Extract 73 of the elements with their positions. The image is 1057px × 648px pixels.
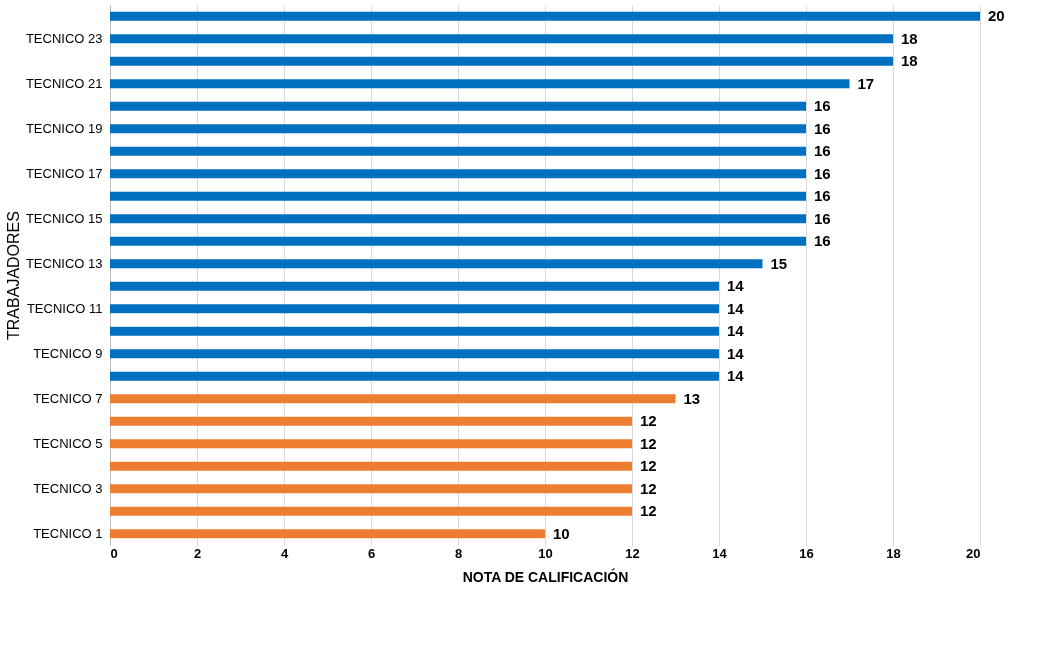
y-tick-label: TECNICO 21 <box>25 75 103 91</box>
bar <box>110 439 632 449</box>
data-label: 12 <box>640 457 657 475</box>
x-tick-label: 14 <box>712 545 728 561</box>
bar <box>110 191 806 201</box>
bar <box>110 394 676 404</box>
bar <box>110 34 893 44</box>
x-tick-label: 8 <box>454 545 463 561</box>
y-tick-label: TECNICO 5 <box>33 435 103 451</box>
bar <box>110 326 719 336</box>
data-label: 16 <box>814 142 831 160</box>
data-label: 12 <box>640 479 657 497</box>
data-label: 14 <box>727 277 745 295</box>
y-tick-label: TECNICO 19 <box>25 120 103 136</box>
bar <box>110 281 719 291</box>
bar <box>110 56 893 66</box>
data-label: 16 <box>814 164 831 182</box>
y-tick-label: TECNICO 1 <box>33 525 103 541</box>
bar <box>110 461 632 471</box>
bar <box>110 101 806 111</box>
data-label: 16 <box>814 209 831 227</box>
data-label: 12 <box>640 412 657 430</box>
x-tick-label: 2 <box>193 545 202 561</box>
bar <box>110 304 719 314</box>
y-tick-label: TECNICO 11 <box>26 300 103 316</box>
data-label: 17 <box>857 74 875 92</box>
bar <box>110 349 719 359</box>
bar <box>110 506 632 516</box>
x-tick-label: 18 <box>886 545 901 561</box>
y-tick-label: TECNICO 17 <box>25 165 103 181</box>
bar <box>110 169 806 179</box>
data-label: 12 <box>640 434 657 452</box>
y-tick-label: TECNICO 13 <box>25 255 103 271</box>
data-label: 16 <box>814 187 831 205</box>
x-tick-label: 0 <box>110 545 118 561</box>
x-tick-label: 12 <box>625 545 640 561</box>
x-tick-label: 4 <box>280 545 289 561</box>
data-label: 16 <box>814 97 831 115</box>
bar <box>110 214 806 224</box>
x-tick-label: 16 <box>799 545 814 561</box>
data-label: 14 <box>727 299 745 317</box>
data-label: 14 <box>727 367 745 385</box>
data-label: 13 <box>683 389 701 407</box>
bar <box>110 11 980 21</box>
y-axis-title: TRABAJADORES <box>4 211 22 340</box>
y-tick-label: TECNICO 7 <box>33 390 103 406</box>
bar <box>110 146 806 156</box>
data-label: 16 <box>814 232 831 250</box>
bar <box>110 124 806 134</box>
y-tick-label: TECNICO 9 <box>33 345 103 361</box>
data-label: 12 <box>640 502 657 520</box>
data-label: 16 <box>814 119 831 137</box>
data-label: 14 <box>727 322 745 340</box>
bar <box>110 236 806 246</box>
x-tick-label: 6 <box>367 545 376 561</box>
bar <box>110 484 632 494</box>
data-label: 15 <box>770 254 788 272</box>
data-label: 20 <box>988 7 1005 25</box>
bar <box>110 371 719 381</box>
y-tick-label: TECNICO 23 <box>25 30 103 46</box>
bar <box>110 79 850 89</box>
bar <box>110 529 545 539</box>
x-tick-label: 20 <box>966 545 981 561</box>
data-label: 14 <box>727 344 745 362</box>
bar <box>110 416 632 426</box>
data-label: 18 <box>901 52 918 70</box>
x-tick-label: 10 <box>538 545 553 561</box>
y-tick-label: TECNICO 3 <box>33 480 103 496</box>
bar <box>110 259 763 269</box>
data-label: 10 <box>553 524 570 542</box>
y-tick-label: TECNICO 15 <box>25 210 103 226</box>
data-label: 18 <box>901 29 918 47</box>
x-axis-title: NOTA DE CALIFICACIÓN <box>462 567 629 585</box>
